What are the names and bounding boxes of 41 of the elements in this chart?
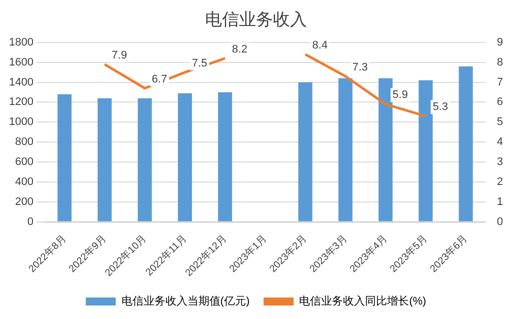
y2-tick-label: 3 [496,156,504,168]
y2-tick-label: 9 [496,36,504,48]
y-tick-label: 1000 [8,116,34,128]
y-tick-label: 1800 [8,36,34,48]
bar [218,92,232,222]
data-label: 7.3 [352,61,368,74]
y-tick-label: 1600 [8,56,34,68]
bar [338,78,352,222]
bar [178,93,192,222]
y-tick-label: 1400 [8,76,34,88]
y-tick-label: 600 [15,156,34,168]
y2-tick-label: 5 [496,116,504,128]
y-tick-label: 400 [15,176,34,188]
bar [138,98,152,222]
data-label: 5.3 [432,101,448,114]
bar [58,94,72,222]
data-label: 7.9 [112,49,127,62]
y2-tick-label: 0 [496,216,504,228]
y2-tick-label: 2 [496,176,504,188]
y-tick-label: 0 [27,216,34,228]
bar [378,78,393,222]
bar [298,82,312,222]
y-tick-label: 200 [15,196,34,208]
legend-label: 电信业务收入同比增长(%) [299,294,426,308]
y2-tick-label: 8 [496,56,504,68]
data-label: 7.5 [192,57,208,70]
y-tick-label: 800 [15,136,34,148]
bar [98,98,112,222]
y2-tick-label: 1 [496,196,504,208]
data-label: 8.2 [232,43,248,56]
y2-tick-label: 7 [496,76,504,88]
data-label: 8.4 [312,39,328,52]
legend-label: 电信业务收入当期值(亿元) [121,294,250,308]
y2-tick-label: 4 [496,136,504,148]
chart-title: 电信业务收入 [205,10,307,29]
y2-tick-label: 6 [496,96,504,108]
y-tick-label: 1200 [8,96,34,108]
bar [418,80,433,222]
data-label: 5.9 [392,89,408,102]
bar [458,66,473,222]
data-label: 6.7 [152,73,168,86]
